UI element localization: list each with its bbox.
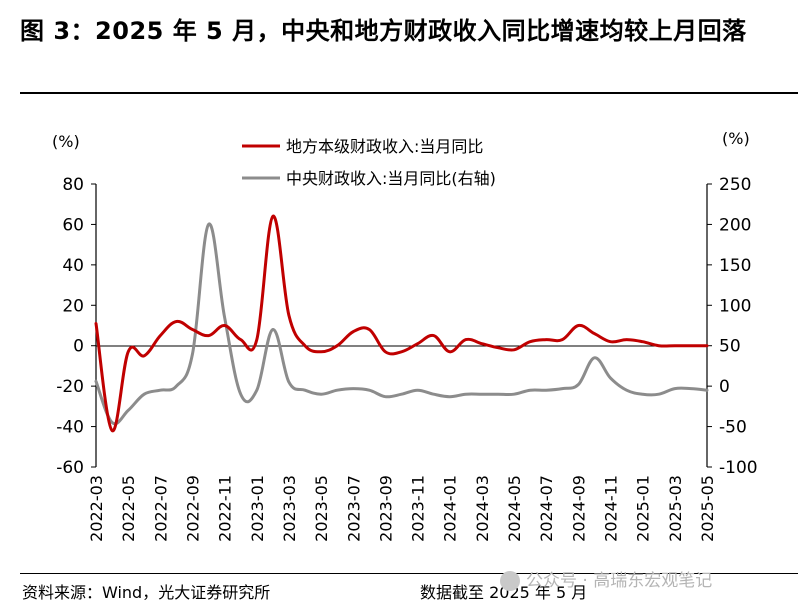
x-axis-ticks: 2022-03 2022-05 2022-07 2022-09 2022-11 2023-… xyxy=(87,475,717,542)
x-tick-label: 2025-03 xyxy=(666,475,685,542)
x-tick-label: 2023-05 xyxy=(312,475,331,542)
wechat-icon xyxy=(500,571,520,591)
x-tick-label: 2025-01 xyxy=(634,475,653,542)
x-tick-label: 2024-07 xyxy=(537,475,556,542)
right-tick-label: 100 xyxy=(719,296,751,316)
legend-label-central: 中央财政收入:当月同比(右轴) xyxy=(286,169,496,188)
left-tick-label: 60 xyxy=(62,215,84,235)
right-tick-label: 250 xyxy=(719,175,751,195)
x-tick-label: 2022-09 xyxy=(183,475,202,542)
x-tick-label: 2022-03 xyxy=(87,475,106,542)
left-tick-label: -20 xyxy=(56,377,84,397)
watermark-text: 公众号 · 高瑞东宏观笔记 xyxy=(526,571,713,591)
x-tick-label: 2024-03 xyxy=(473,475,492,542)
series-line-central-revenue xyxy=(94,222,709,426)
left-tick-label: 20 xyxy=(62,296,84,316)
x-tick-label: 2023-11 xyxy=(409,475,428,542)
source-note: 资料来源：Wind，光大证券研究所 xyxy=(22,583,271,602)
left-axis-unit: (%) xyxy=(52,132,80,151)
title-divider xyxy=(20,92,798,94)
x-tick-label: 2024-05 xyxy=(505,475,524,542)
legend-label-local: 地方本级财政收入:当月同比 xyxy=(286,137,483,156)
x-tick-label: 2022-07 xyxy=(151,475,170,542)
x-tick-label: 2025-05 xyxy=(698,475,717,542)
watermark: 公众号 · 高瑞东宏观笔记 xyxy=(500,566,712,591)
legend: 地方本级财政收入:当月同比 中央财政收入:当月同比(右轴) xyxy=(242,137,496,188)
footer-divider xyxy=(20,573,798,574)
left-tick-label: 80 xyxy=(62,175,84,195)
left-tick-label: 40 xyxy=(62,256,84,276)
x-tick-label: 2023-03 xyxy=(280,475,299,542)
right-axis-ticks: 250 200 150 100 50 0 -50 -100 xyxy=(707,175,758,478)
left-tick-label: -60 xyxy=(56,458,84,478)
page-title: 图 3：2025 年 5 月，中央和地方财政收入同比增速均较上月回落 xyxy=(20,17,747,45)
x-tick-label: 2024-11 xyxy=(602,475,621,542)
right-tick-label: 0 xyxy=(719,377,730,397)
series-line-local-revenue xyxy=(94,214,709,433)
right-tick-label: -100 xyxy=(719,458,758,478)
series-layer xyxy=(94,214,709,433)
left-tick-label: -40 xyxy=(56,418,84,438)
x-tick-label: 2023-09 xyxy=(376,475,395,542)
left-tick-label: 0 xyxy=(73,337,84,357)
right-tick-label: 50 xyxy=(719,337,741,357)
x-tick-label: 2022-05 xyxy=(119,475,138,542)
x-tick-label: 2023-01 xyxy=(248,475,267,542)
x-tick-label: 2022-11 xyxy=(216,475,235,542)
x-tick-label: 2024-01 xyxy=(441,475,460,542)
left-axis-ticks: 80 60 40 20 0 -20 -40 -60 xyxy=(56,175,96,478)
right-axis-unit: (%) xyxy=(722,129,750,148)
right-tick-label: -50 xyxy=(719,418,747,438)
x-tick-label: 2023-07 xyxy=(344,475,363,542)
right-tick-label: 150 xyxy=(719,256,751,276)
data-as-of-note: 数据截至 2025 年 5 月 xyxy=(420,583,588,602)
right-tick-label: 200 xyxy=(719,215,751,235)
x-tick-label: 2024-09 xyxy=(569,475,588,542)
